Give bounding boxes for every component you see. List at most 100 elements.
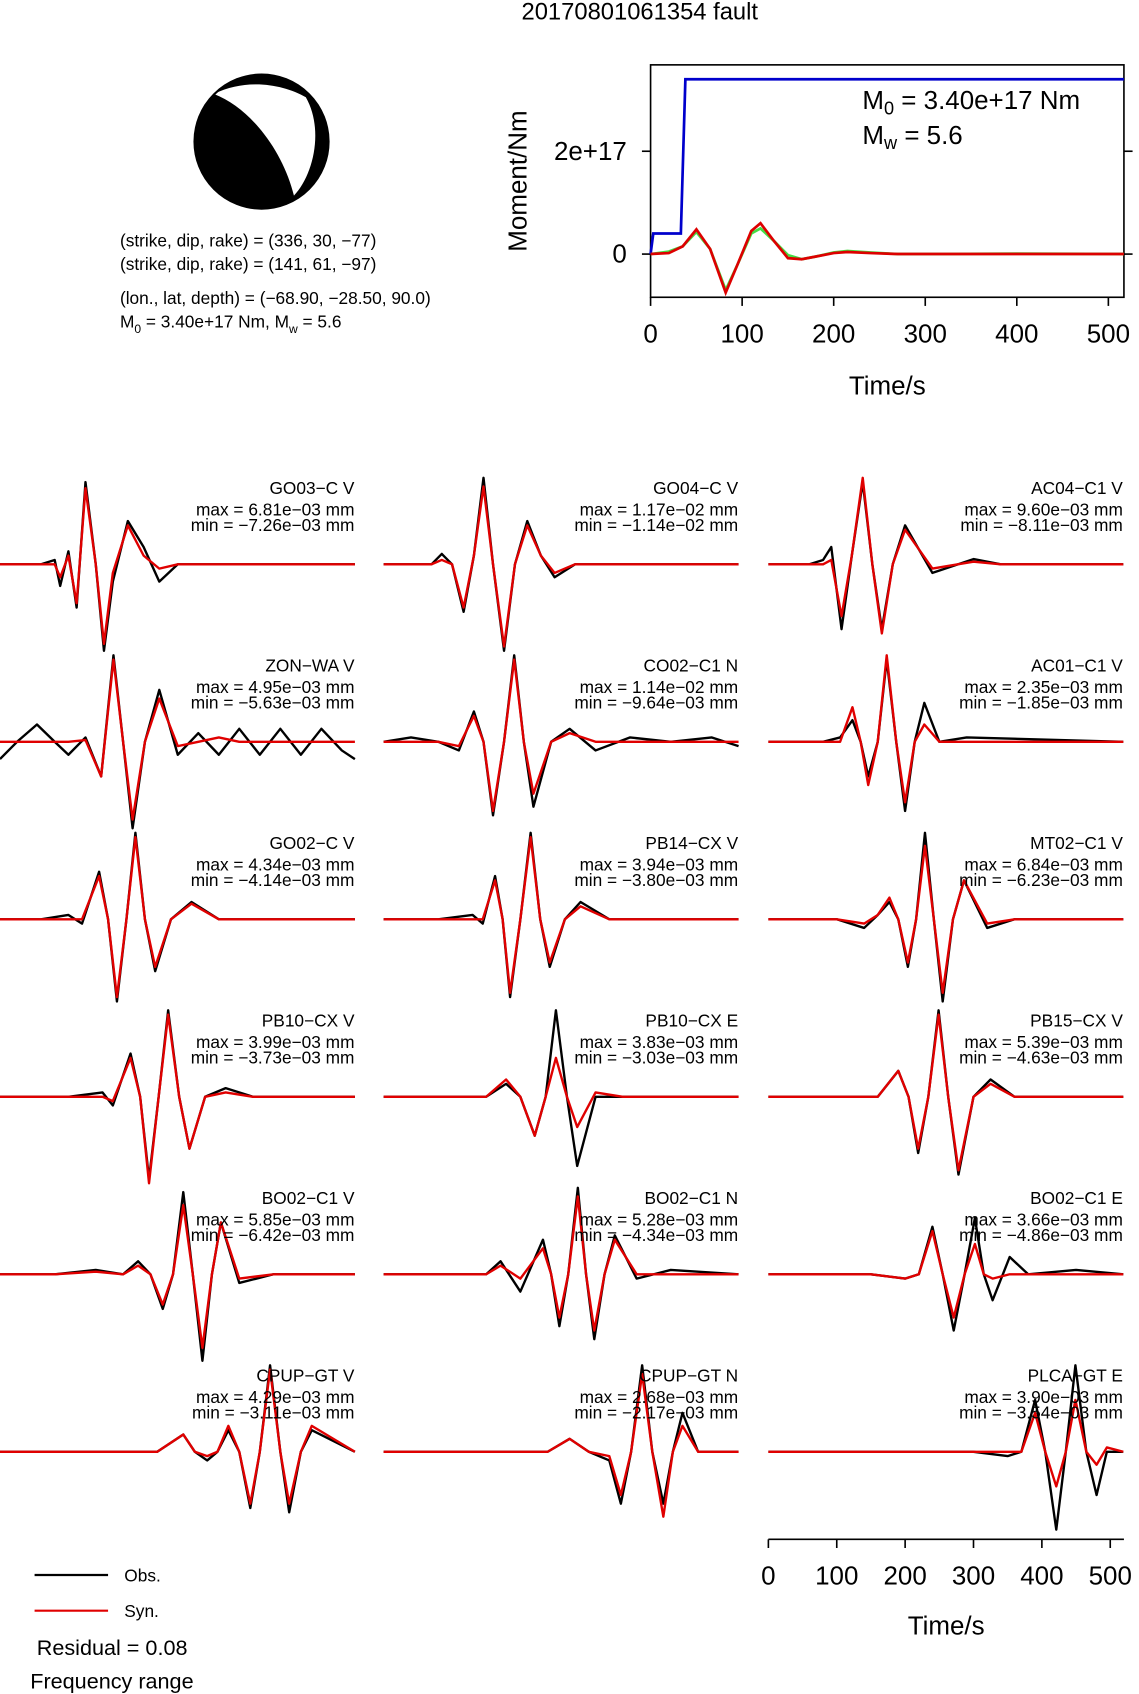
station-label: GO04−C V (653, 478, 738, 498)
mechanism-line: (strike, dip, rake) = (336, 30, −77) (120, 230, 376, 250)
annotation: Mw = 5.6 (862, 122, 962, 153)
x-tick-label: 0 (761, 1563, 775, 1591)
x-tick-label: 400 (995, 321, 1038, 349)
max-label: max = 3.99e−03 mm (196, 1032, 354, 1052)
max-label: max = 4.95e−03 mm (196, 677, 354, 697)
station-label: CPUP−GT V (256, 1366, 355, 1386)
x-tick-label: 300 (904, 321, 947, 349)
station-label: PB10−CX E (645, 1011, 738, 1031)
min-label: min = −2.17e−03 mm (574, 1402, 738, 1422)
x-tick-label: 500 (1087, 321, 1130, 349)
moment-curve (649, 77, 1124, 255)
min-label: min = −4.14e−03 mm (191, 870, 355, 890)
synthetic-trace (0, 1368, 356, 1505)
moment-plot-frame (649, 64, 1125, 299)
min-label: min = −3.03e−03 mm (574, 1047, 738, 1067)
beachball-dilatation (213, 84, 316, 196)
synthetic-trace (0, 1203, 355, 1349)
subscript: 0 (884, 99, 894, 119)
max-label: max = 5.85e−03 mm (196, 1210, 354, 1230)
text-part: = 5.6 (298, 312, 342, 332)
max-label: max = 1.14e−02 mm (580, 677, 738, 697)
station-label: PLCA−GT E (1028, 1366, 1123, 1386)
max-label: max = 3.66e−03 mm (964, 1210, 1122, 1230)
station-label: MT02−C1 V (1030, 833, 1123, 853)
legend-label: Obs. (124, 1566, 160, 1586)
x-tick-label: 200 (883, 1563, 926, 1591)
max-label: max = 2.35e−03 mm (964, 677, 1122, 697)
mechanism-line: (strike, dip, rake) = (141, 61, −97) (120, 254, 376, 274)
min-label: min = −3.73e−03 mm (191, 1047, 355, 1067)
moment-curve (650, 221, 1124, 297)
synthetic-trace (383, 835, 739, 994)
min-label: min = −5.63e−03 mm (191, 692, 355, 712)
max-label: max = 4.34e−03 mm (196, 855, 354, 875)
subscript: 0 (134, 322, 141, 336)
station-label: GO02−C V (269, 833, 354, 853)
moment-plot: 0 100 200 300 400 500 0 2e+17 Time/s Moment/Nm M0 … (504, 77, 1133, 401)
station-label: CPUP−GT N (639, 1366, 738, 1386)
station-label: PB15−CX V (1030, 1011, 1123, 1031)
beachball (193, 73, 330, 210)
synthetic-trace (383, 1195, 739, 1332)
synthetic-trace (0, 658, 355, 821)
station-label: AC04−C1 V (1031, 478, 1123, 498)
station-label: PB14−CX V (645, 833, 738, 853)
max-label: max = 3.90e−03 mm (964, 1387, 1122, 1407)
synthetic-trace (768, 1013, 1124, 1172)
synthetic-trace (768, 654, 1124, 804)
synthetic-trace (383, 1056, 739, 1137)
max-label: max = 5.39e−03 mm (964, 1032, 1122, 1052)
synthetic-trace (0, 1013, 355, 1185)
beachball-outline (193, 73, 330, 210)
residual: Residual = 0.08 (37, 1635, 188, 1660)
x-tick-label: 400 (1020, 1563, 1063, 1591)
station-label: BO02−C1 V (262, 1188, 355, 1208)
x-tick-label: 100 (815, 1563, 858, 1591)
x-axis-label: Time/s (908, 1612, 985, 1640)
moment-line: M0 = 3.40e+17 Nm, Mw = 5.6 (120, 312, 342, 336)
text-part: = 3.40e+17 Nm, M (141, 312, 289, 332)
min-label: min = −3.54e−03 mm (959, 1402, 1123, 1422)
y-axis-label: Moment/Nm (504, 110, 532, 251)
synthetic-trace (383, 1372, 739, 1518)
station-label: AC01−C1 V (1031, 656, 1123, 676)
x-tick-label: 500 (1089, 1563, 1132, 1591)
synthetic-trace (383, 658, 739, 813)
synthetic-trace (383, 485, 739, 648)
max-label: max = 3.94e−03 mm (580, 855, 738, 875)
subscript: w (883, 133, 898, 153)
station-label: BO02−C1 N (644, 1188, 738, 1208)
min-label: min = −6.23e−03 mm (959, 870, 1123, 890)
min-label: min = −9.64e−03 mm (574, 692, 738, 712)
synthetic-trace (768, 476, 1124, 635)
y-tick-label: 0 (612, 241, 626, 269)
text-part: M (862, 122, 884, 150)
synthetic-trace (768, 1398, 1124, 1488)
station-label: PB10−CX V (262, 1011, 355, 1031)
x-axis-label: Time/s (849, 373, 926, 401)
synthetic-trace (768, 1229, 1124, 1319)
text-part: = 5.6 (897, 122, 963, 150)
station-label: BO02−C1 E (1030, 1188, 1123, 1208)
min-label: min = −6.42e−03 mm (191, 1225, 355, 1245)
max-label: max = 5.28e−03 mm (580, 1210, 738, 1230)
text-part: = 3.40e+17 Nm (894, 87, 1080, 115)
max-label: max = 1.17e−02 mm (580, 500, 738, 520)
legend-label: Syn. (124, 1601, 159, 1621)
min-label: min = −4.86e−03 mm (959, 1225, 1123, 1245)
x-tick-label: 200 (812, 321, 855, 349)
station-label: CO02−C1 N (644, 656, 739, 676)
max-label: max = 3.83e−03 mm (580, 1032, 738, 1052)
max-label: max = 4.29e−03 mm (196, 1387, 354, 1407)
x-tick-label: 100 (721, 321, 764, 349)
station-label: GO03−C V (269, 478, 354, 498)
x-tick-label: 300 (952, 1563, 995, 1591)
synthetic-trace (768, 844, 1124, 994)
min-label: min = −7.26e−03 mm (191, 515, 355, 535)
min-label: min = −4.63e−03 mm (959, 1047, 1123, 1067)
mechanism-line: (lon., lat, depth) = (−68.90, −28.50, 90… (120, 288, 431, 308)
synthetic-trace (0, 486, 355, 646)
